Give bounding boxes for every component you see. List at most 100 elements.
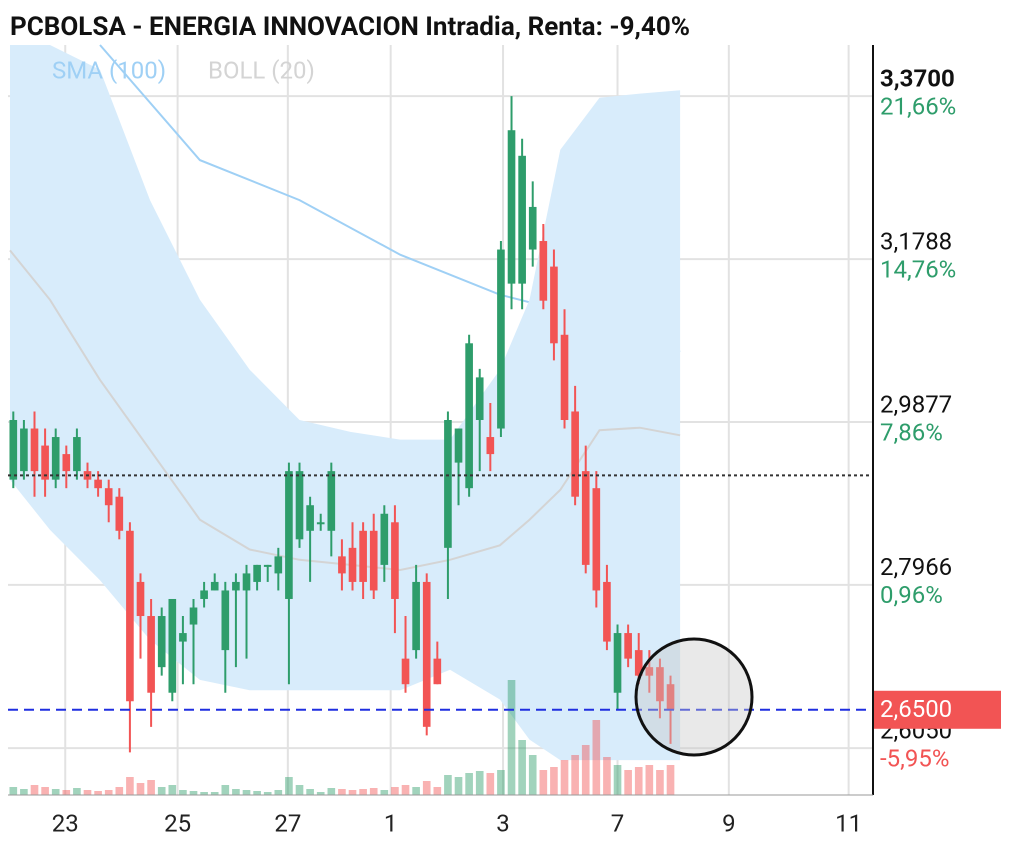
volume: [9, 680, 675, 795]
candle-body: [94, 479, 102, 489]
volume-bar: [232, 789, 240, 795]
volume-bar: [550, 767, 558, 795]
candle-body: [634, 650, 643, 676]
candle-body: [338, 556, 346, 574]
volume-bar: [528, 755, 537, 795]
volume-bar: [497, 770, 505, 795]
volume-bar: [391, 787, 399, 795]
candle-body: [263, 564, 272, 567]
x-tick-label: 1: [384, 809, 398, 837]
candle-body: [73, 437, 81, 472]
volume-bar: [274, 790, 283, 795]
last-price-label: 2,6500: [880, 695, 952, 723]
y-tick-label: 3,1788: [880, 227, 952, 255]
candle-body: [433, 658, 442, 685]
volume-bar: [624, 770, 632, 795]
x-tick-label: 27: [274, 809, 301, 837]
candle-body: [412, 581, 420, 651]
candle-body: [147, 616, 155, 693]
volume-bar: [444, 775, 452, 795]
candle-body: [189, 607, 198, 625]
candle-body: [327, 471, 336, 531]
candle-body: [348, 547, 357, 582]
volume-bar: [634, 767, 643, 795]
volume-bar: [592, 720, 601, 795]
x-tick-label: 3: [496, 809, 510, 837]
volume-bar: [179, 790, 187, 795]
volume-bar: [242, 790, 251, 795]
x-tick-label: 7: [611, 809, 625, 837]
volume-bar: [401, 785, 410, 795]
y-tick-change-label: 14,76%: [880, 255, 956, 283]
volume-bar: [253, 791, 261, 795]
candle-body: [613, 633, 622, 693]
candle-body: [221, 590, 230, 651]
volume-bar: [306, 789, 314, 795]
candle-body: [306, 505, 314, 531]
candle-body: [62, 454, 71, 472]
candle-body: [51, 437, 60, 480]
candle-body: [603, 581, 611, 642]
volume-bar: [475, 771, 484, 795]
candle-body: [30, 428, 39, 472]
volume-bar: [83, 790, 92, 795]
volume-bar: [20, 789, 28, 795]
candle-body: [528, 206, 537, 250]
candle-body: [592, 488, 601, 591]
y-tick-change-label: -5,95%: [880, 744, 949, 772]
candle-body: [645, 667, 654, 676]
volume-bar: [30, 785, 39, 795]
candle-body: [422, 581, 431, 727]
volume-bar: [359, 789, 367, 795]
candle-body: [253, 564, 261, 582]
candle-body: [465, 343, 473, 489]
candle-body: [539, 241, 548, 301]
candle-body: [115, 496, 124, 531]
candle-body: [9, 420, 18, 480]
volume-bar: [412, 787, 420, 795]
volume-bar: [338, 789, 346, 795]
volume-bar: [189, 791, 198, 795]
y-tick-label: 2,7966: [880, 553, 952, 581]
candle-body: [126, 530, 134, 702]
candle-body: [168, 598, 177, 693]
candle-body: [200, 590, 208, 599]
candle-body: [316, 522, 325, 525]
candle-body: [41, 445, 49, 480]
volume-bar: [136, 783, 145, 795]
candle-body: [560, 334, 569, 420]
volume-bar: [168, 785, 177, 795]
volume-bar: [518, 740, 526, 795]
y-tick-change-label: 21,66%: [880, 92, 956, 120]
volume-bar: [94, 791, 102, 795]
candle-body: [242, 573, 251, 591]
volume-bar: [507, 680, 516, 795]
volume-bar: [603, 757, 611, 795]
volume-bar: [422, 781, 431, 795]
x-tick-label: 9: [722, 809, 736, 837]
volume-bar: [210, 792, 219, 795]
candle-body: [391, 522, 399, 599]
legend-label: SMA (100): [52, 56, 166, 84]
volume-bar: [200, 792, 208, 795]
candle-body: [518, 155, 526, 284]
y-tick-change-label: 7,86%: [880, 418, 943, 446]
volume-bar: [380, 790, 389, 795]
volume-bar: [369, 788, 378, 795]
candle-body: [550, 266, 558, 344]
candle-body: [359, 530, 367, 582]
volume-bar: [73, 788, 81, 795]
volume-bar: [433, 787, 442, 795]
volume-bar: [221, 785, 230, 795]
last-price-box: [873, 690, 1001, 729]
candle-body: [179, 633, 187, 642]
candle-body: [656, 667, 664, 702]
candle-body: [486, 437, 495, 455]
candle-body: [454, 428, 463, 463]
x-tick-label: 11: [835, 809, 862, 837]
candle-body: [497, 249, 505, 429]
volume-bar: [571, 755, 579, 795]
candle-body: [475, 377, 484, 420]
candle-body: [571, 411, 579, 497]
